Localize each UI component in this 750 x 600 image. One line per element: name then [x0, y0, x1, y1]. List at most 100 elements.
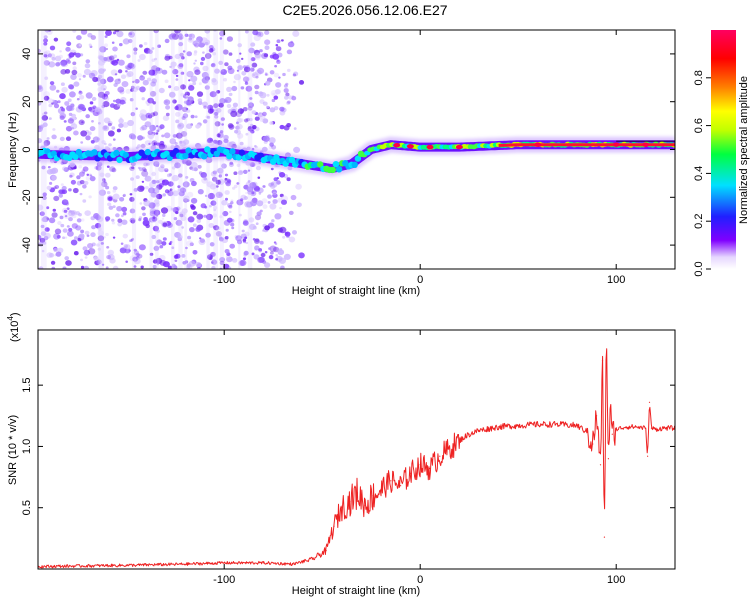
spectrogram-noise-cell [251, 252, 255, 256]
spectrogram-noise-cell [161, 179, 169, 186]
spectrogram-noise-cell [286, 177, 291, 182]
spectrogram-noise-cell [205, 115, 209, 119]
spectrogram-noise-cell [181, 106, 188, 112]
spectrogram-noise-cell [279, 193, 284, 198]
spectrogram-noise-cell [141, 124, 148, 131]
spectrogram-noise-cell [291, 95, 295, 98]
spectrogram-noise-cell [251, 72, 259, 79]
spectrogram-noise-cell [285, 82, 289, 86]
spectrogram-noise-cell [62, 236, 66, 239]
spectrogram-noise-cell [180, 92, 185, 97]
snr-x-tick-label: 0 [417, 574, 423, 586]
spectrogram-noise-cell [175, 111, 181, 117]
spectrogram-noise-cell [215, 191, 223, 198]
spectrogram-noise-cell [157, 44, 162, 48]
spectrogram-noise-cell [119, 247, 127, 254]
spectrogram-noise-cell [243, 240, 246, 244]
spectrogram-noise-cell [272, 191, 277, 196]
spectrogram-noise-cell [66, 41, 72, 46]
spectrogram-noise-cell [274, 89, 281, 95]
spectrogram-noise-cell [178, 173, 183, 178]
snr-y-tick-label: 0.5 [21, 500, 33, 515]
spectrogram-noise-cell [211, 79, 219, 86]
snr-point [537, 423, 539, 425]
spectrogram-noise-cell [151, 216, 158, 222]
spectrogram-noise-cell [233, 73, 241, 81]
spectrogram-noise-cell [150, 69, 158, 76]
spectrogram-noise-cell [200, 172, 207, 178]
spectrogram-noise-cell [264, 30, 270, 35]
spectrogram-noise-cell [82, 246, 88, 251]
spectrogram-y-axis-title: Frequency (Hz) [7, 112, 19, 188]
spectrogram-noise-cell [180, 71, 185, 75]
spectrogram-noise-cell [111, 167, 117, 173]
spectrogram-noise-cell [49, 81, 55, 86]
spectrogram-noise-cell [274, 65, 277, 68]
spectrogram-noise-cell [259, 99, 265, 104]
spectrogram-noise-cell [202, 51, 205, 54]
spectrogram-noise-cell [103, 142, 107, 146]
spectrogram-noise-cell [231, 85, 238, 92]
spectrogram-noise-cell [51, 134, 57, 140]
spectrogram-noise-cell [119, 197, 125, 202]
spectrogram-noise-cell [79, 90, 82, 93]
spectrogram-noise-cell [70, 74, 77, 80]
spectrogram-noise-cell [129, 196, 135, 202]
spectrogram-noise-cell [55, 197, 59, 201]
spectrogram-noise-cell [260, 252, 266, 258]
spectrogram-noise-cell [281, 199, 287, 205]
spectrogram-noise-cell [197, 98, 203, 103]
spectrogram-ridge-peak [455, 144, 463, 150]
spectrogram-noise-cell [224, 173, 229, 177]
spectrogram-noise-cell [298, 252, 305, 259]
spectrogram-noise-cell [68, 188, 72, 192]
spectrogram-noise-cell [153, 209, 161, 216]
snr-point [390, 480, 392, 482]
spectrogram-noise-cell [264, 73, 268, 76]
spectrogram-noise-cell [139, 75, 146, 81]
spectrogram-noise-cell [190, 205, 196, 210]
spectrogram-noise-cell [165, 167, 168, 171]
spectrogram-ridge-cell [122, 151, 129, 159]
spectrogram-noise-cell [156, 129, 160, 133]
snr-point [664, 427, 666, 429]
spectrogram-noise-cell [93, 137, 97, 141]
spectrogram-noise-cell [239, 169, 244, 174]
spectrogram-noise-cell [179, 213, 184, 218]
spectrogram-noise-cell [107, 254, 115, 261]
spectrogram-noise-cell [104, 43, 108, 47]
snr-point [184, 563, 186, 565]
spectrogram-noise-cell [75, 225, 82, 231]
spectrogram-noise-cell [203, 174, 207, 178]
spectrogram-noise-cell [215, 179, 222, 185]
snr-point [592, 443, 594, 445]
spectrogram-noise-cell [106, 246, 110, 249]
spectrogram-ridge-peak [534, 142, 542, 147]
snr-point [601, 360, 604, 362]
spectrogram-noise-cell [58, 54, 63, 59]
spectrogram-noise-cell [70, 239, 78, 246]
spectrogram-noise-cell [144, 48, 149, 53]
spectrogram-noise-cell [174, 259, 178, 262]
spectrogram-noise-cell [44, 227, 50, 232]
spectrogram-noise-cell [82, 74, 86, 78]
spectrogram-noise-cell [275, 44, 279, 47]
spectrogram-noise-cell [114, 73, 118, 76]
spectrogram-noise-cell [233, 184, 238, 189]
spectrogram-noise-cell [139, 109, 147, 116]
spectrogram-noise-cell [269, 203, 277, 210]
spectrogram-noise-cell [216, 133, 221, 138]
spectrogram-noise-cell [219, 260, 225, 266]
spectrogram-noise-cell [259, 209, 263, 213]
spectrogram-noise-cell [71, 223, 78, 229]
spectrogram-noise-cell [69, 172, 75, 178]
spectrogram-noise-cell [58, 193, 63, 198]
spectrogram-ridge-peak [393, 143, 401, 148]
spectrogram-noise-cell [266, 105, 270, 109]
snr-point [611, 433, 613, 435]
spectrogram-noise-cell [186, 70, 194, 78]
spectrogram-noise-cell [225, 197, 228, 201]
spectrogram-noise-cell [250, 199, 257, 207]
spectrogram-noise-cell [268, 247, 272, 250]
